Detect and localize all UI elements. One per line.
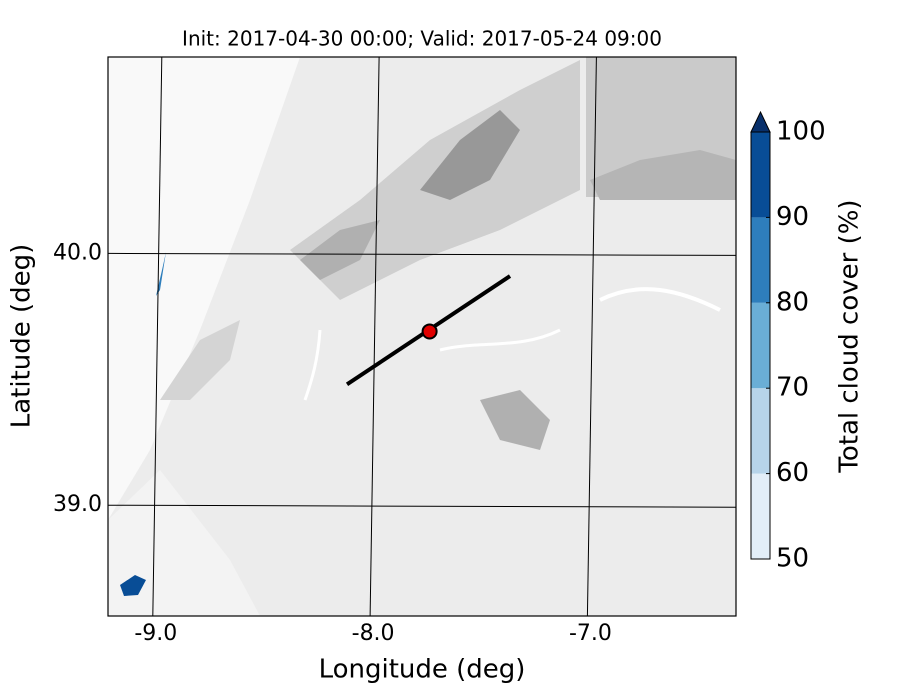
map-title: Init: 2017-04-30 00:00; Valid: 2017-05-2…: [182, 27, 662, 51]
parallel: [107, 504, 737, 508]
colorbar-segment: [751, 473, 770, 559]
meridian: [369, 56, 380, 617]
colorbar-segment: [751, 302, 770, 389]
y-axis-label: Latitude (deg): [7, 244, 37, 429]
parallel: [107, 252, 737, 256]
plot-frame: [107, 56, 737, 617]
x-axis-label: Longitude (deg): [319, 655, 526, 685]
x-tick-label: -8.0: [352, 621, 395, 646]
colorbar-tick-label: 50: [776, 544, 809, 574]
y-tick-label: 39.0: [53, 492, 102, 517]
colorbar-tick-label: 80: [776, 287, 809, 317]
colorbar-tick-label: 60: [776, 458, 809, 488]
colorbar-segment: [751, 132, 770, 218]
colorbar-tick-label: 100: [776, 117, 826, 147]
colorbar-label: Total cloud cover (%): [835, 199, 865, 473]
colorbar-tick-label: 90: [776, 202, 809, 232]
colorbar-frame: [750, 131, 771, 560]
colorbar-segment: [751, 217, 770, 303]
x-tick-label: -9.0: [134, 621, 177, 646]
meridian: [152, 56, 163, 617]
site-point: [421, 323, 438, 340]
meridian: [586, 56, 597, 617]
terrain: [108, 57, 736, 616]
colorbar-extend: [750, 110, 771, 133]
colorbar-segment: [751, 388, 770, 474]
y-tick-label: 40.0: [53, 240, 102, 265]
colorbar-tick-label: 70: [776, 373, 809, 403]
x-tick-label: -7.0: [569, 621, 612, 646]
